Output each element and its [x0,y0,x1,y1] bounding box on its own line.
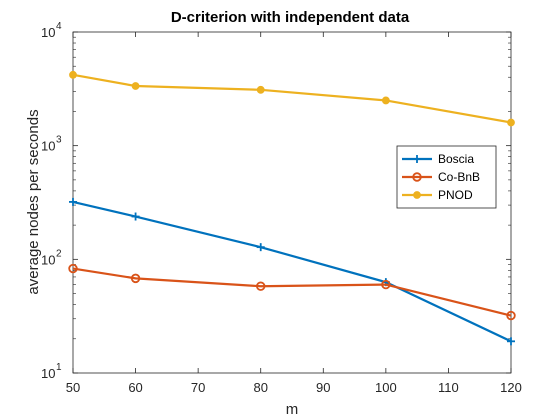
x-axis-label: m [286,401,299,418]
y-tick-base: 10 [41,252,55,267]
y-tick-exponent: 4 [56,21,62,32]
x-tick-label: 50 [66,380,80,395]
x-tick-label: 100 [375,380,397,395]
y-tick-label: 10 4 [41,21,62,40]
y-tick-base: 10 [41,25,55,40]
y-tick-base: 10 [41,139,55,154]
data-point-pnod [132,83,139,90]
x-tick-label: 60 [128,380,142,395]
y-tick-label: 10 2 [41,248,62,267]
x-tick-label: 110 [438,380,459,395]
data-point-pnod [257,86,264,93]
y-tick-label: 10 1 [41,362,62,381]
y-tick-exponent: 3 [56,135,62,146]
x-tick-label: 80 [253,380,267,395]
x-tick-label: 70 [191,380,205,395]
y-tick-exponent: 1 [56,362,62,373]
legend-label-co-bnb: Co-BnB [438,170,480,184]
legend-label-boscia: Boscia [438,152,474,166]
data-point-pnod [70,71,77,78]
y-tick-base: 10 [41,366,55,381]
y-tick-exponent: 2 [56,248,62,259]
data-point-pnod [508,119,515,126]
legend-marker-pnod [414,192,421,199]
y-axis-label: average nodes per seconds [25,109,42,294]
legend-label-pnod: PNOD [438,188,473,202]
legend: Boscia Co-BnB PNOD [397,146,496,208]
y-tick-label: 10 3 [41,135,62,154]
data-point-pnod [382,97,389,104]
x-tick-label: 120 [500,380,522,395]
chart-title: D-criterion with independent data [171,9,410,26]
x-tick-label: 90 [316,380,330,395]
